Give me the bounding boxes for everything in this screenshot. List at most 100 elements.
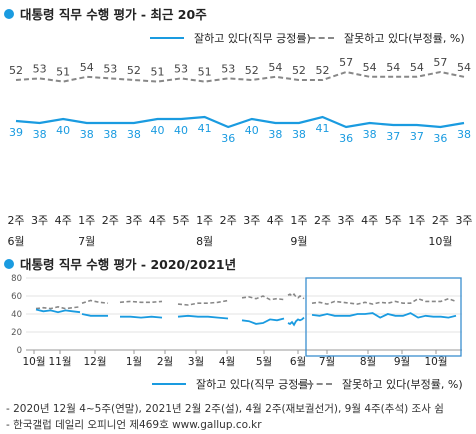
solid-line-icon: [150, 37, 184, 39]
approve-data-label: 38: [103, 128, 117, 141]
approve-line-segment: [120, 315, 163, 319]
chart2-title: 대통령 직무 수행 평가 - 2020/2021년: [4, 254, 236, 273]
disapprove-data-label: 52: [127, 64, 141, 77]
x-tick-label: 1주: [408, 214, 425, 227]
approve-data-label: 38: [363, 128, 377, 141]
disapprove-data-label: 54: [457, 61, 471, 74]
x-tick-label: 1주: [78, 214, 95, 227]
footnote-source: - 한국갤럽 데일리 오피니언 제469호 www.gallup.co.kr: [6, 419, 262, 431]
chart1-legend-approve: 잘하고 있다(직무 긍정률): [150, 30, 311, 46]
approve-data-label: 41: [316, 122, 330, 135]
disapprove-data-label: 52: [292, 64, 306, 77]
dashed-line-icon: [298, 383, 332, 385]
month-label: 10월: [428, 235, 452, 248]
x-tick-label: 4월: [219, 356, 235, 368]
disapprove-data-label: 52: [316, 64, 330, 77]
chart2-legend-disapprove-label: 잘못하고 있다(부정률, %): [342, 378, 463, 391]
solid-line-icon: [152, 383, 186, 385]
disapprove-data-label: 54: [386, 61, 400, 74]
approve-data-label: 41: [198, 122, 212, 135]
bullet-icon: [4, 258, 14, 269]
chart2-legend-approve: 잘하고 있다(직무 긍정률): [152, 376, 313, 392]
disapprove-line-segment: [311, 297, 457, 305]
x-tick-label: 1주: [196, 214, 213, 227]
x-tick-label: 2주: [314, 214, 331, 227]
month-label: 6월: [7, 235, 24, 248]
approve-line-segment: [35, 308, 81, 314]
x-tick-label: 7월: [319, 356, 335, 368]
disapprove-line: [15, 70, 465, 83]
dashed-line-icon: [300, 37, 334, 39]
chart1-title: 대통령 직무 수행 평가 - 최근 20주: [4, 4, 207, 23]
chart1-title-text: 대통령 직무 수행 평가 - 최근 20주: [20, 7, 207, 22]
approve-data-label: 38: [127, 128, 141, 141]
chart1-legend-approve-label: 잘하고 있다(직무 긍정률): [194, 32, 311, 45]
footnote-survey-breaks: - 2020년 12월 4~5주(연말), 2021년 2월 2주(설), 4월…: [6, 403, 444, 415]
approve-data-label: 40: [245, 124, 259, 137]
approve-data-label: 38: [457, 128, 471, 141]
disapprove-line-segment: [119, 300, 163, 304]
approve-data-label: 36: [339, 132, 353, 145]
disapprove-data-label: 51: [198, 66, 212, 79]
disapprove-data-label: 52: [245, 64, 259, 77]
x-tick-label: 3주: [338, 214, 355, 227]
y-tick-label: 60: [11, 292, 22, 302]
x-tick-label: 2주: [432, 214, 449, 227]
disapprove-data-label: 53: [33, 62, 47, 75]
disapprove-data-label: 54: [80, 61, 94, 74]
chart1-legend-disapprove-label: 잘못하고 있다(부정률, %): [344, 32, 465, 45]
approve-data-label: 38: [33, 128, 47, 141]
y-tick-label: 80: [11, 274, 22, 284]
approve-data-label: 38: [268, 128, 282, 141]
approve-line-segment: [287, 316, 305, 327]
approve-data-label: 40: [150, 124, 164, 137]
approve-data-label: 38: [80, 128, 94, 141]
x-tick-label: 2월: [157, 356, 173, 368]
x-tick-label: 3주: [125, 214, 142, 227]
disapprove-data-label: 54: [268, 61, 282, 74]
chart1-legend-disapprove: 잘못하고 있다(부정률, %): [300, 30, 465, 46]
disapprove-data-label: 57: [339, 56, 353, 69]
disapprove-line-segment: [35, 305, 81, 310]
y-tick-label: 0: [17, 346, 22, 356]
x-tick-label: 11월: [48, 356, 71, 368]
chart2-legend-disapprove: 잘못하고 있다(부정률, %): [298, 376, 463, 392]
month-label: 8월: [196, 235, 213, 248]
approve-line-segment: [241, 317, 285, 325]
disapprove-data-label: 52: [9, 64, 23, 77]
disapprove-line-segment: [241, 295, 285, 301]
disapprove-data-label: 57: [433, 56, 447, 69]
disapprove-data-label: 54: [410, 61, 424, 74]
x-tick-label: 2주: [7, 214, 24, 227]
disapprove-line-segment: [287, 293, 305, 300]
chart1-plot: 52 53 51 54 53 52 51 53 51 53 52 54 52 52 57 54 54 54 57 54…: [7, 56, 472, 248]
x-tick-label: 4주: [361, 214, 378, 227]
approve-line: [15, 115, 465, 129]
x-tick-label: 4주: [267, 214, 284, 227]
approve-data-label: 38: [292, 128, 306, 141]
x-tick-label: 3주: [31, 214, 48, 227]
x-tick-label: 1주: [290, 214, 307, 227]
disapprove-data-label: 51: [56, 66, 70, 79]
x-tick-label: 4주: [149, 214, 166, 227]
approve-data-label: 40: [174, 124, 188, 137]
x-tick-label: 5주: [385, 214, 402, 227]
x-tick-label: 5월: [256, 356, 272, 368]
x-tick-label: 2주: [220, 214, 237, 227]
x-tick-label: 8월: [360, 356, 376, 368]
approve-line-segment: [311, 312, 457, 319]
x-tick-label: 3월: [188, 356, 204, 368]
approve-data-label: 40: [56, 124, 70, 137]
approve-data-label: 37: [410, 130, 424, 143]
approve-data-label: 36: [433, 132, 447, 145]
approve-data-label: 39: [9, 126, 23, 139]
bullet-icon: [4, 8, 14, 19]
disapprove-data-label: 53: [103, 62, 117, 75]
disapprove-line-segment: [81, 299, 109, 304]
month-label: 7월: [78, 235, 95, 248]
x-tick-label: 2주: [102, 214, 119, 227]
approve-line-segment: [81, 313, 108, 317]
x-tick-label: 3주: [243, 214, 260, 227]
x-tick-label: 4주: [55, 214, 72, 227]
